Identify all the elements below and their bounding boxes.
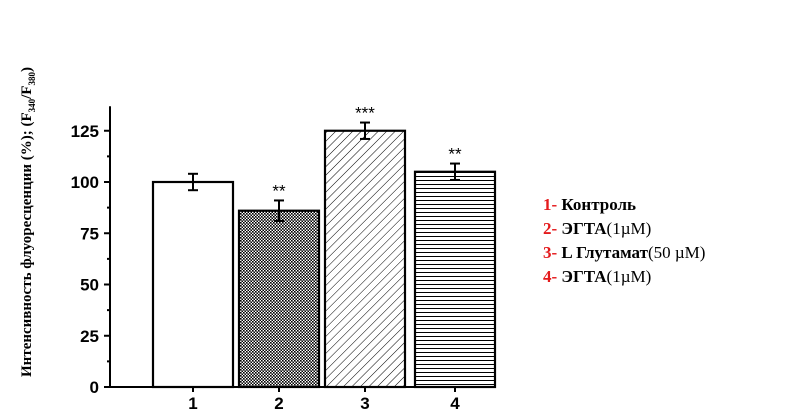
significance-label-3: *** <box>355 104 375 123</box>
legend-item-3: 3- L Глутамат(50 µM) <box>543 243 705 262</box>
y-axis-label-sub2: 380 <box>27 72 37 86</box>
y-axis-label-main: Интенсивность флуоресценции (%); (F <box>19 112 35 377</box>
legend-number: 1- <box>543 195 561 214</box>
y-axis-label-sub1: 340 <box>27 98 37 112</box>
legend-detail: (1µM) <box>607 267 652 286</box>
significance-label-2: ** <box>272 181 286 200</box>
legend-name: Контроль <box>561 195 636 214</box>
legend-number: 2- <box>543 219 561 238</box>
error-bar-4 <box>450 162 460 181</box>
legend-item-1: 1- Контроль <box>543 195 636 214</box>
error-bar-1 <box>188 172 198 192</box>
legend-name: L Глутамат <box>561 243 648 262</box>
x-tick-label-1: 1 <box>188 394 197 410</box>
legend-name: ЭГТА <box>561 219 607 238</box>
y-tick-label-25: 25 <box>80 327 99 346</box>
y-tick-label-75: 75 <box>80 224 99 243</box>
y-axis-label: Интенсивность флуоресценции (%); (F340/F… <box>19 67 37 377</box>
legend-item-4: 4- ЭГТА(1µM) <box>543 267 651 286</box>
y-tick-label-125: 125 <box>71 122 99 141</box>
plot-area: 1 ** 2 *** 3 ** 4 0 25 50 75 100 125 <box>71 104 497 410</box>
y-tick-label-50: 50 <box>80 276 99 295</box>
legend-name: ЭГТА <box>561 267 607 286</box>
x-tick-label-2: 2 <box>274 394 283 410</box>
legend-number: 3- <box>543 243 561 262</box>
bar-2 <box>237 209 321 389</box>
x-tick-label-4: 4 <box>450 394 460 410</box>
y-axis-label-mid: /F <box>19 86 35 100</box>
bar-4 <box>413 170 497 389</box>
legend-number: 4- <box>543 267 561 286</box>
legend-item-2: 2- ЭГТА(1µM) <box>543 219 651 238</box>
y-tick-label-100: 100 <box>71 173 99 192</box>
bar-3 <box>323 129 407 389</box>
error-bar-2 <box>274 199 284 222</box>
error-bar-3 <box>360 121 370 140</box>
bar-1 <box>151 180 235 389</box>
x-tick-label-3: 3 <box>360 394 369 410</box>
significance-label-4: ** <box>448 145 462 164</box>
y-axis-label-end: ) <box>19 67 35 72</box>
y-tick-label-0: 0 <box>90 378 99 397</box>
legend-detail: (50 µM) <box>648 243 705 262</box>
legend-detail: (1µM) <box>607 219 652 238</box>
